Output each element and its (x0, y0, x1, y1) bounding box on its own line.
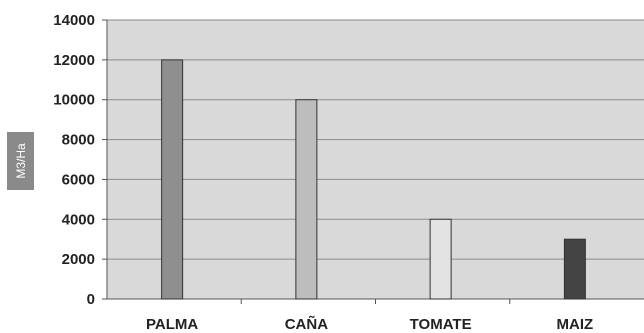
y-tick-label: 4000 (62, 211, 95, 228)
y-tick-label: 8000 (62, 132, 95, 149)
bar-tomate (429, 218, 452, 300)
y-tick-label: 14000 (53, 12, 95, 29)
x-category-label: PALMA (146, 316, 198, 333)
bar-caña (295, 99, 318, 300)
x-axis-labels: PALMA CAÑA TOMATE MAIZ (146, 299, 593, 333)
y-tick-label: 12000 (53, 52, 95, 69)
bar-palma (161, 59, 184, 300)
plot-area (107, 20, 644, 299)
y-axis-ticks: 0 2000 4000 6000 8000 10000 12000 14000 (53, 12, 107, 308)
y-tick-label: 10000 (53, 92, 95, 109)
y-axis-title: M3/Ha (7, 132, 34, 190)
y-tick-label: 2000 (62, 251, 95, 268)
gridlines (107, 19, 644, 260)
bar-maiz (563, 238, 586, 300)
y-axis-title-text: M3/Ha (14, 143, 28, 179)
y-tick-label: 6000 (62, 171, 95, 188)
y-axis-title-box (7, 132, 34, 190)
x-category-label: TOMATE (410, 316, 472, 333)
bars (161, 59, 586, 300)
x-category-label: MAIZ (557, 316, 594, 333)
y-tick-label: 0 (87, 291, 95, 308)
x-category-label: CAÑA (285, 315, 328, 333)
